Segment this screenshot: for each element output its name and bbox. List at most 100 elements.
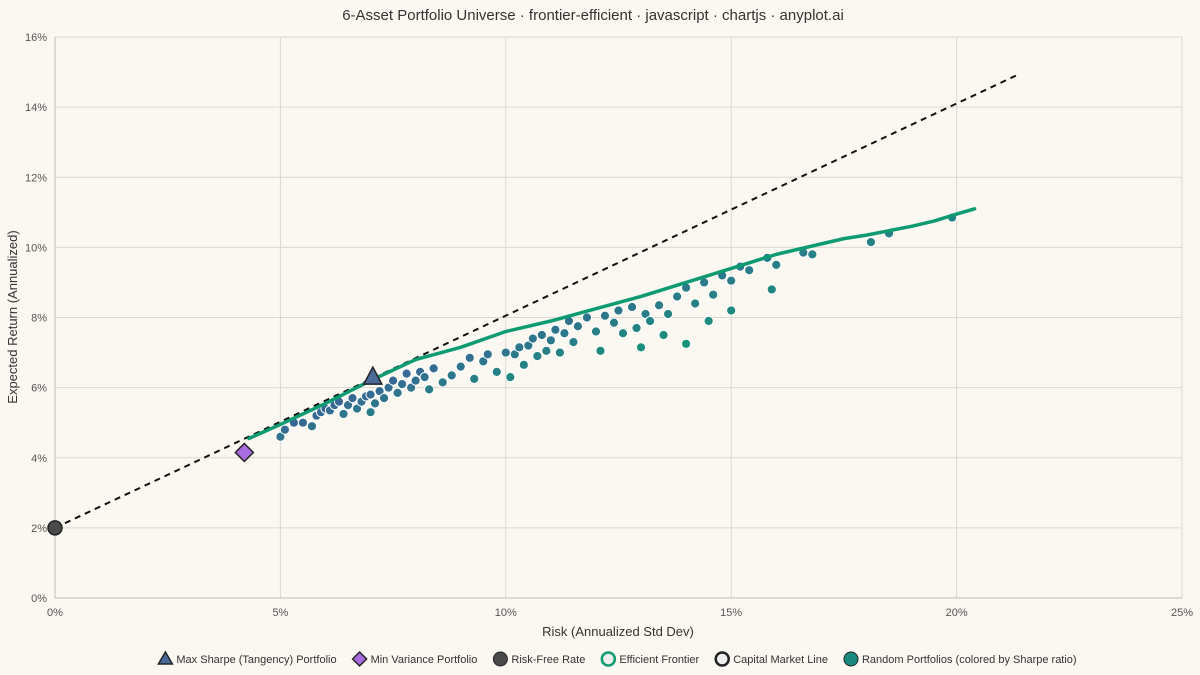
random-portfolio-point [505,372,516,383]
y-tick-label: 14% [25,102,47,114]
random-portfolio-point [653,300,665,311]
random-portfolio-point [428,363,439,374]
random-portfolio-point [672,291,683,302]
random-portfolio-point [595,345,606,356]
min-variance-point [234,442,255,463]
random-portfolio-point [297,417,309,428]
random-portfolio-point [509,349,520,360]
random-portfolio-point [690,298,701,309]
legend-item: Efficient Frontier [600,651,700,667]
y-tick-label: 16% [25,32,47,44]
random-portfolio-point [658,329,669,341]
random-portfolio-point [351,403,363,414]
random-portfolio-point [491,366,502,377]
random-portfolio-point [644,315,656,327]
random-portfolio-point [617,328,629,339]
legend-circle-icon [843,651,859,667]
random-portfolio-point [446,370,457,381]
legend-diamond-icon [351,650,368,668]
x-axis-ticks: 0% 5% 10% 15% 20% 25% [47,607,1193,619]
random-portfolio-point [279,424,291,435]
random-portfolio-point [469,373,480,384]
random-portfolio-point [766,284,777,295]
legend-ring-icon [714,651,730,667]
random-portfolio-point [419,372,430,383]
random-portfolio-point [807,249,818,260]
random-portfolio-point [662,308,674,320]
random-portfolio-point [590,326,602,337]
legend: Max Sharpe (Tangency) Portfolio Min Varia… [157,650,1077,668]
y-tick-label: 2% [31,523,47,535]
random-portfolio-point [410,375,421,386]
y-tick-label: 12% [25,172,47,184]
legend-item: Min Variance Portfolio [351,650,478,668]
special-portfolios [47,365,384,536]
x-axis-title: Risk (Annualized Std Dev) [542,624,694,639]
random-portfolio-point [554,347,565,358]
x-tick-label: 10% [495,607,517,619]
random-portfolio-point [613,305,624,316]
random-portfolio-point [518,359,529,370]
legend-item: Capital Market Line [714,651,828,667]
y-axis-title: Expected Return (Annualized) [5,230,20,403]
legend-label: Max Sharpe (Tangency) Portfolio [176,654,336,666]
y-tick-label: 10% [25,242,47,254]
random-portfolio-point [581,312,593,323]
random-portfolio-point [626,301,638,313]
legend-item: Max Sharpe (Tangency) Portfolio [157,650,337,666]
random-portfolio-point [532,350,543,362]
random-portfolio-point [378,393,390,404]
random-portfolio-point [703,315,714,327]
legend-item: Random Portfolios (colored by Sharpe rat… [843,651,1077,667]
grid [54,36,1183,599]
random-portfolio-point [338,408,349,420]
random-portfolio-point [392,387,403,398]
random-portfolio-point [545,335,556,346]
x-tick-label: 5% [272,607,288,619]
random-portfolio-point [437,377,448,388]
random-portfolio-point [523,340,534,351]
random-portfolio-point [541,345,552,356]
random-portfolio-point [635,342,647,353]
legend-label: Min Variance Portfolio [371,654,478,666]
random-portfolio-point [365,389,376,400]
random-portfolio-point [726,305,737,316]
random-portfolio-point [514,342,525,353]
legend-label: Capital Market Line [733,654,828,666]
random-portfolio-point [771,259,782,271]
random-portfolio-point [397,379,408,390]
legend-triangle-icon [157,650,174,665]
random-portfolio-point [631,322,642,334]
random-portfolio-point [464,352,475,363]
legend-label: Risk-Free Rate [511,654,585,666]
y-tick-label: 0% [31,593,47,605]
random-portfolios [275,212,958,442]
random-portfolio-point [365,407,376,418]
random-portfolio-point [572,321,584,332]
random-portfolio-point [369,398,381,409]
random-portfolio-point [424,384,435,395]
random-portfolio-point [383,382,394,393]
cml-line [54,72,1021,529]
random-portfolio-point [640,308,651,320]
random-portfolio-point [568,336,579,348]
random-portfolio-point [536,329,547,341]
random-portfolio-point [275,431,286,442]
legend-ring-icon [600,651,617,667]
random-portfolio-point [744,265,755,276]
random-portfolio-point [388,375,399,386]
random-portfolio-point [527,333,538,344]
x-tick-label: 20% [946,607,968,619]
random-portfolio-point [406,382,417,393]
random-portfolio-point [681,338,692,349]
random-portfolio-point [559,328,570,339]
legend-item: Risk-Free Rate [492,651,585,667]
random-portfolio-point [608,317,620,328]
random-portfolio-point [482,349,493,360]
legend-label: Efficient Frontier [619,654,699,666]
y-tick-label: 6% [31,383,47,395]
random-portfolio-point [401,368,412,379]
random-portfolio-point [455,361,466,372]
random-portfolio-point [306,421,318,432]
y-tick-label: 8% [31,313,47,325]
